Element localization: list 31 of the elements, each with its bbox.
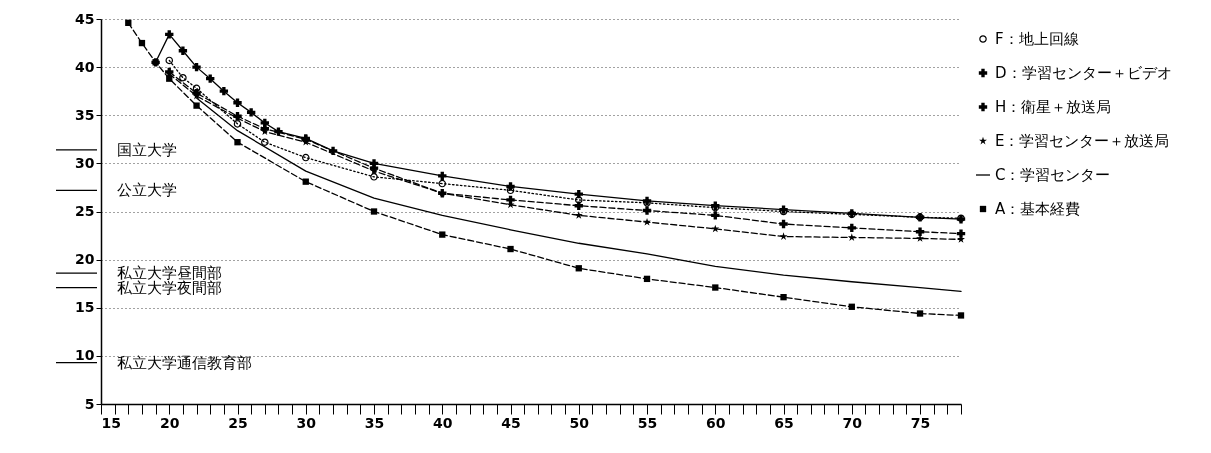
x-tick-label: 30 — [296, 414, 317, 431]
legend-label: E：学習センター＋放送局 — [995, 132, 1170, 150]
x-tick-label: 55 — [637, 414, 658, 431]
x-tick-label: 20 — [160, 414, 180, 431]
y-tick-label: 35 — [75, 106, 95, 123]
ref-line-label: 私立大学通信教育部 — [117, 353, 252, 372]
x-tick-label: 60 — [706, 414, 726, 431]
y-tick-label: 25 — [75, 203, 95, 219]
legend-label: F：地上回線 — [995, 30, 1079, 48]
y-tick-label: 5 — [84, 395, 95, 412]
ref-line-label: 国立大学 — [117, 140, 177, 159]
legend-label: C：学習センター — [995, 166, 1111, 184]
x-tick-label: 50 — [569, 414, 590, 431]
y-tick-label: 30 — [75, 154, 95, 171]
x-tick-label: 40 — [433, 414, 453, 431]
x-tick-label: 15 — [101, 414, 121, 431]
x-tick-label: 45 — [501, 414, 521, 431]
y-tick-label: 20 — [75, 251, 95, 268]
y-tick-label: 10 — [75, 347, 95, 364]
x-tick-label: 65 — [774, 414, 794, 431]
legend-label: A：基本経費 — [995, 200, 1081, 218]
y-tick-label: 15 — [75, 299, 95, 316]
ref-line-label: 公立大学 — [117, 181, 177, 200]
y-tick-label: 40 — [75, 58, 95, 75]
x-tick-label: 25 — [228, 414, 248, 431]
legend-label: D：学習センター＋ビデオ — [995, 64, 1172, 82]
legend-label: H：衛星＋放送局 — [995, 98, 1112, 116]
x-tick-label: 70 — [842, 414, 863, 431]
x-tick-label: 35 — [364, 414, 385, 431]
x-tick-label: 75 — [910, 414, 931, 431]
y-tick-label: 45 — [75, 10, 95, 27]
